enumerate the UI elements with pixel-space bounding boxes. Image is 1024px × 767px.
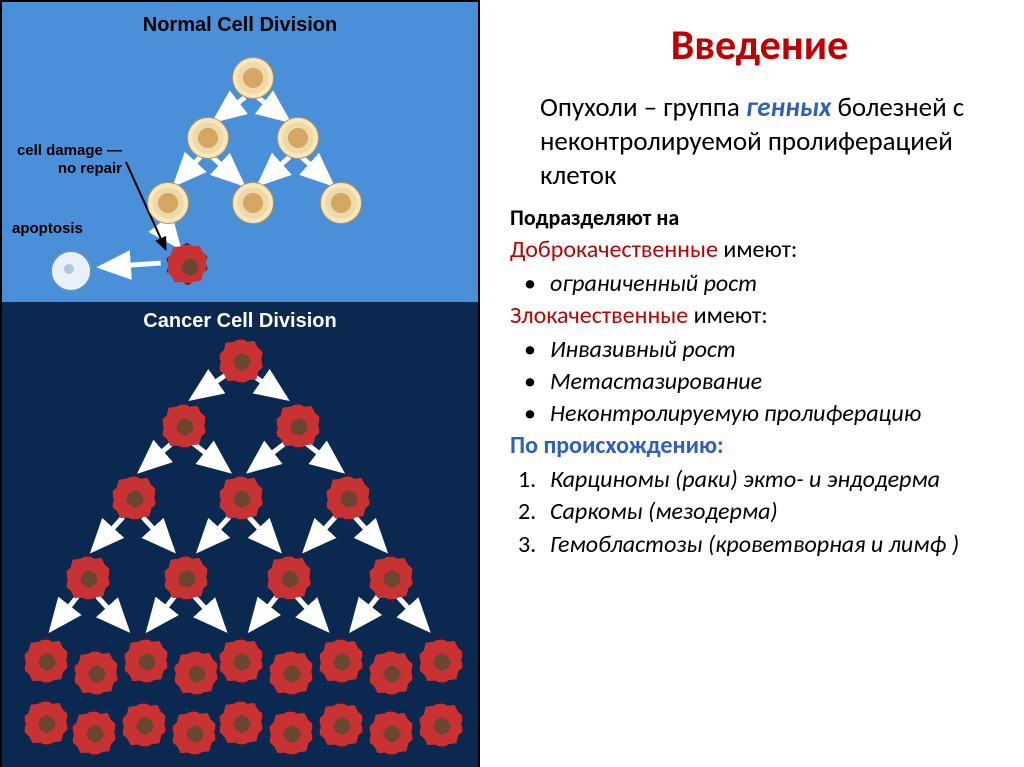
apoptosis-cell	[50, 250, 92, 292]
cancer-cell	[217, 474, 265, 522]
cancer-cell	[172, 649, 220, 697]
benign-suffix: имеют:	[718, 235, 797, 264]
malignant-label: Злокачественные	[510, 301, 688, 330]
malignant-suffix: имеют:	[688, 301, 767, 330]
cancer-cell	[22, 699, 70, 747]
cancer-cell	[122, 637, 170, 685]
cancer-cell	[64, 554, 112, 602]
list-item: Инвазивный рост	[510, 334, 1009, 366]
malignant-list: Инвазивный рост Метастазирование Неконтр…	[510, 334, 1009, 431]
normal-title: Normal Cell Division	[2, 14, 478, 37]
cancer-cell	[70, 709, 118, 757]
cancer-cell	[22, 637, 70, 685]
list-item: Саркомы (мезодерма)	[510, 496, 1009, 528]
cancer-cell	[274, 402, 322, 450]
cancer-cell	[417, 701, 465, 749]
subdivide-heading: Подразделяют на	[510, 204, 1009, 231]
normal-cell	[320, 182, 362, 224]
damaged-cell	[165, 242, 209, 286]
cancer-cell	[317, 637, 365, 685]
cancer-cell	[162, 554, 210, 602]
origin-list: Карциномы (раки) экто- и эндодерма Сарко…	[510, 464, 1009, 561]
cell-damage-label: cell damage —no repair	[12, 142, 122, 178]
list-item: Карциномы (раки) экто- и эндодерма	[510, 464, 1009, 496]
cancer-cell	[120, 701, 168, 749]
cancer-cell	[160, 402, 208, 450]
benign-heading: Доброкачественные имеют:	[510, 235, 1009, 264]
cell-division-diagram: Normal Cell Division cell damage —no rep…	[0, 0, 480, 767]
normal-cell	[232, 182, 274, 224]
cancer-division-panel: Cancer Cell Division	[2, 302, 478, 767]
cancer-cell	[267, 709, 315, 757]
normal-cell	[147, 182, 189, 224]
intro-highlight: генных	[746, 91, 831, 124]
cancer-title: Cancer Cell Division	[2, 310, 478, 333]
normal-cell	[232, 57, 274, 99]
cancer-cell	[72, 649, 120, 697]
normal-cell	[187, 117, 229, 159]
text-content-panel: Введение Опухоли – группа генных болезне…	[480, 0, 1024, 767]
cancer-cell	[217, 699, 265, 747]
normal-cell	[277, 117, 319, 159]
cancer-cell	[217, 637, 265, 685]
list-item: Гемобластозы (кроветворная и лимф )	[510, 529, 1009, 561]
cancer-cell	[324, 474, 372, 522]
list-item: Неконтролируемую пролиферацию	[510, 398, 1009, 430]
cancer-cell	[267, 649, 315, 697]
origin-heading: По происхождению:	[510, 431, 1009, 460]
cancer-cell	[367, 649, 415, 697]
list-item: Метастазирование	[510, 366, 1009, 398]
cancer-cell	[317, 701, 365, 749]
intro-paragraph: Опухоли – группа генных болезней с некон…	[540, 91, 1009, 192]
cancer-cell	[367, 709, 415, 757]
benign-list: ограниченный рост	[510, 268, 1009, 300]
normal-division-panel: Normal Cell Division cell damage —no rep…	[2, 2, 478, 302]
page-title: Введение	[510, 20, 1009, 71]
benign-label: Доброкачественные	[510, 235, 718, 264]
intro-text-1: Опухоли – группа	[540, 91, 740, 124]
cancer-cell	[170, 709, 218, 757]
list-item: ограниченный рост	[510, 268, 1009, 300]
apoptosis-label: apoptosis	[12, 220, 83, 238]
cancer-cell	[217, 337, 265, 385]
cancer-cell	[110, 474, 158, 522]
malignant-heading: Злокачественные имеют:	[510, 301, 1009, 330]
cancer-cell	[265, 554, 313, 602]
cancer-cell	[367, 554, 415, 602]
cancer-cell	[417, 637, 465, 685]
